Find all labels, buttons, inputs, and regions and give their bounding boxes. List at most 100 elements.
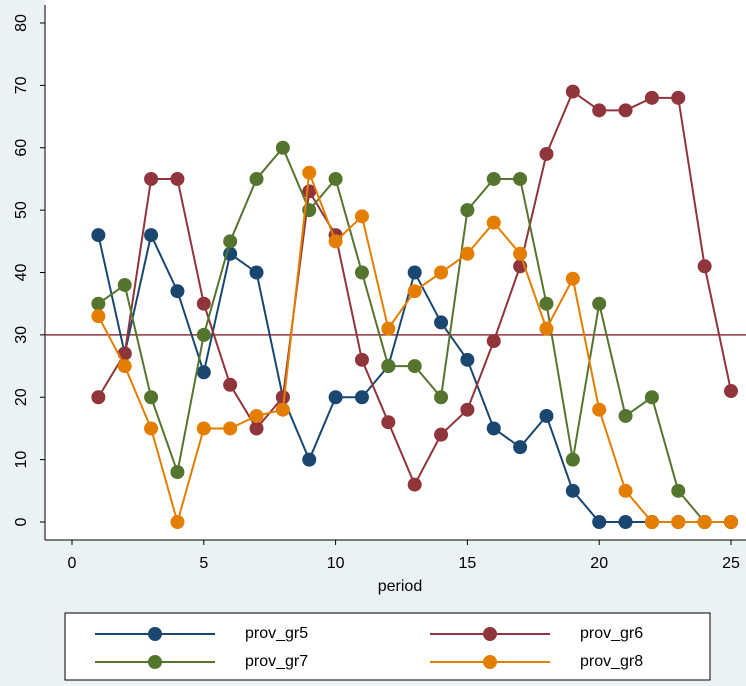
point bbox=[223, 377, 238, 392]
point bbox=[644, 515, 659, 529]
y-tick-label: 60 bbox=[13, 139, 30, 157]
point bbox=[513, 246, 528, 261]
legend-label: prov_gr7 bbox=[245, 653, 308, 670]
point bbox=[513, 171, 528, 186]
y-tick-label: 80 bbox=[13, 14, 30, 32]
point bbox=[328, 390, 343, 405]
point bbox=[117, 277, 132, 292]
point bbox=[249, 171, 264, 186]
point bbox=[249, 408, 264, 423]
point bbox=[671, 515, 686, 529]
x-tick-label: 15 bbox=[459, 555, 477, 572]
point bbox=[434, 315, 449, 330]
point bbox=[223, 234, 238, 249]
point bbox=[434, 427, 449, 442]
point bbox=[671, 483, 686, 498]
point bbox=[460, 352, 475, 367]
point bbox=[381, 415, 396, 430]
point bbox=[170, 515, 185, 529]
point bbox=[407, 284, 422, 299]
point bbox=[302, 184, 317, 199]
point bbox=[381, 359, 396, 374]
point bbox=[539, 296, 554, 311]
point bbox=[618, 515, 633, 529]
legend bbox=[64, 612, 711, 681]
point bbox=[144, 421, 159, 436]
point bbox=[618, 483, 633, 498]
point bbox=[486, 171, 501, 186]
point bbox=[354, 209, 369, 224]
point bbox=[91, 390, 106, 405]
point bbox=[618, 103, 633, 118]
point bbox=[144, 171, 159, 186]
legend-marker bbox=[483, 627, 497, 641]
legend-marker bbox=[148, 627, 162, 641]
point bbox=[434, 265, 449, 280]
point bbox=[328, 171, 343, 186]
point bbox=[460, 402, 475, 417]
y-tick-label: 30 bbox=[13, 326, 30, 344]
point bbox=[539, 408, 554, 423]
point bbox=[592, 515, 607, 529]
point bbox=[328, 234, 343, 249]
point bbox=[697, 515, 712, 529]
point bbox=[460, 203, 475, 218]
point bbox=[592, 103, 607, 118]
point bbox=[91, 309, 106, 324]
point bbox=[354, 265, 369, 280]
point bbox=[434, 390, 449, 405]
point bbox=[671, 90, 686, 105]
point bbox=[592, 296, 607, 311]
point bbox=[539, 146, 554, 161]
point bbox=[592, 402, 607, 417]
point bbox=[724, 384, 738, 399]
point bbox=[170, 284, 185, 299]
point bbox=[302, 165, 317, 180]
point bbox=[144, 390, 159, 405]
point bbox=[196, 296, 211, 311]
plot-area bbox=[45, 0, 746, 540]
x-tick-label: 5 bbox=[199, 555, 208, 572]
point bbox=[644, 90, 659, 105]
point bbox=[223, 421, 238, 436]
y-tick-label: 10 bbox=[13, 451, 30, 469]
point bbox=[196, 327, 211, 342]
point bbox=[565, 271, 580, 286]
point bbox=[196, 421, 211, 436]
point bbox=[407, 359, 422, 374]
point bbox=[249, 421, 264, 436]
point bbox=[275, 402, 290, 417]
legend-label: prov_gr5 bbox=[245, 625, 308, 642]
point bbox=[117, 346, 132, 361]
point bbox=[275, 140, 290, 155]
x-tick-label: 0 bbox=[68, 555, 77, 572]
point bbox=[117, 359, 132, 374]
point bbox=[302, 452, 317, 467]
point bbox=[618, 408, 633, 423]
point bbox=[354, 390, 369, 405]
x-axis-label: period bbox=[378, 578, 422, 595]
point bbox=[91, 296, 106, 311]
point bbox=[407, 265, 422, 280]
point bbox=[697, 259, 712, 274]
point bbox=[565, 84, 580, 99]
legend-label: prov_gr6 bbox=[580, 625, 643, 642]
point bbox=[644, 390, 659, 405]
y-tick-label: 0 bbox=[13, 517, 30, 526]
point bbox=[486, 334, 501, 349]
point bbox=[381, 321, 396, 336]
x-tick-label: 25 bbox=[722, 555, 740, 572]
point bbox=[196, 365, 211, 380]
point bbox=[486, 421, 501, 436]
point bbox=[724, 515, 738, 529]
legend-label: prov_gr8 bbox=[580, 653, 643, 670]
y-tick-label: 40 bbox=[13, 264, 30, 282]
point bbox=[539, 321, 554, 336]
point bbox=[275, 390, 290, 405]
point bbox=[249, 265, 264, 280]
point bbox=[460, 246, 475, 261]
legend-marker bbox=[148, 655, 162, 669]
point bbox=[565, 452, 580, 467]
point bbox=[513, 440, 528, 455]
